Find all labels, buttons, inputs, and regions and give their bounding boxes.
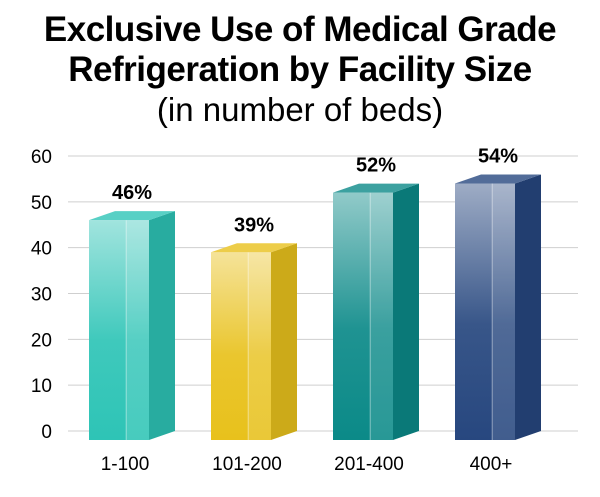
y-tick-label: 0 <box>41 422 52 443</box>
chart-subtitle: (in number of beds) <box>156 91 444 128</box>
bar-400+ <box>455 174 541 440</box>
category-label: 101-200 <box>212 454 282 475</box>
data-label: 39% <box>234 214 274 236</box>
data-labels: 46% 39% 52% 54% <box>112 146 518 237</box>
category-label: 1-100 <box>101 454 150 475</box>
y-tick-label: 50 <box>31 193 52 214</box>
bar-201-400 <box>333 183 419 440</box>
data-label: 46% <box>112 182 152 204</box>
chart-title-block: Exclusive Use of Medical Grade Refrigera… <box>0 10 600 130</box>
bar-1-100 <box>89 211 175 440</box>
bar-101-200 <box>211 243 297 440</box>
y-tick-label: 40 <box>31 239 52 260</box>
y-tick-label: 30 <box>31 285 52 306</box>
chart-title-line-1: Exclusive Use of Medical Grade <box>43 10 557 49</box>
y-tick-label: 60 <box>31 147 52 168</box>
data-label: 52% <box>356 155 396 177</box>
y-tick-label: 10 <box>31 376 52 397</box>
y-tick-label: 20 <box>31 330 52 351</box>
bars <box>89 174 541 440</box>
chart-title-line-2: Refrigeration by Facility Size <box>68 50 532 89</box>
category-label: 400+ <box>470 454 513 475</box>
y-axis-ticks: 0 10 20 30 40 50 60 <box>31 147 52 443</box>
data-label: 54% <box>478 146 518 168</box>
category-labels: 1-100 101-200 201-400 400+ <box>101 454 513 475</box>
category-label: 201-400 <box>334 454 404 475</box>
